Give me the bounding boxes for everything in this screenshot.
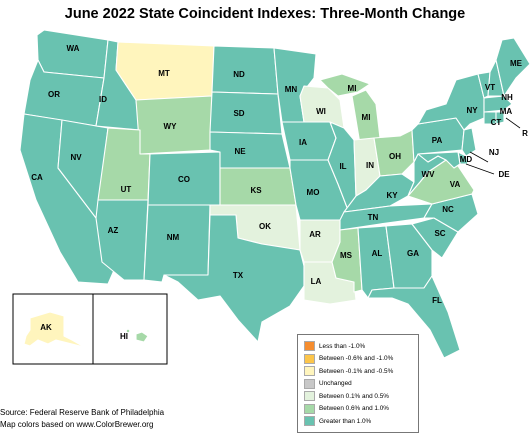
- legend-swatch: [304, 391, 315, 402]
- state-az: [95, 199, 149, 281]
- state-label-in: IN: [366, 161, 374, 170]
- state-label-de: DE: [498, 170, 510, 179]
- legend-swatch: [304, 341, 315, 352]
- state-label-nm: NM: [167, 233, 180, 242]
- state-ri: [495, 111, 505, 125]
- state-sd: [209, 91, 283, 135]
- state-nm: [143, 204, 211, 283]
- legend-item: Between -0.1% and -0.5%: [304, 365, 412, 378]
- state-label-nj: NJ: [489, 148, 499, 157]
- inset-alaska-hawaii: [12, 293, 168, 365]
- map-title: June 2022 State Coincident Indexes: Thre…: [64, 6, 466, 22]
- state-label-ms: MS: [340, 251, 353, 260]
- state-label-ct: CT: [491, 118, 502, 127]
- legend-label: Less than -1.0%: [319, 342, 366, 350]
- state-label-ma: MA: [500, 107, 513, 116]
- legend-label: Between 0.6% and 1.0%: [319, 405, 389, 413]
- state-label-sc: SC: [434, 229, 445, 238]
- state-label-oh: OH: [389, 152, 401, 161]
- state-label-mn: MN: [285, 85, 298, 94]
- colorbrewer-note: Map colors based on www.ColorBrewer.org: [0, 420, 154, 429]
- state-sc: [411, 217, 459, 259]
- state-label-nh: NH: [501, 93, 513, 102]
- state-label-ny: NY: [466, 106, 478, 115]
- state-label-or: OR: [48, 90, 60, 99]
- state-label-la: LA: [311, 277, 322, 286]
- state-mi-upper: [319, 73, 371, 97]
- state-label-ga: GA: [407, 249, 419, 258]
- legend-swatch: [304, 416, 315, 427]
- state-label-me: ME: [510, 59, 523, 68]
- state-label-wv: WV: [422, 170, 436, 179]
- state-label-mi-upper: MI: [348, 84, 357, 93]
- state-label-wy: WY: [164, 122, 178, 131]
- state-label-ia: IA: [299, 138, 307, 147]
- legend-label: Unchanged: [319, 380, 352, 388]
- source-note: Source: Federal Reserve Bank of Philadel…: [0, 408, 165, 417]
- legend-label: Between -0.6% and -1.0%: [319, 355, 394, 363]
- state-label-nv: NV: [70, 153, 82, 162]
- state-label-id: ID: [99, 95, 107, 104]
- state-label-mt: MT: [158, 69, 170, 78]
- state-label-ak: AK: [40, 323, 52, 332]
- state-hi: [135, 331, 149, 343]
- state-label-ut: UT: [121, 185, 132, 194]
- state-label-nd: ND: [233, 70, 245, 79]
- legend-item: Between -0.6% and -1.0%: [304, 353, 412, 366]
- legend-item: Greater than 1.0%: [304, 415, 412, 428]
- state-label-ca: CA: [31, 173, 43, 182]
- state-label-al: AL: [372, 249, 383, 258]
- state-label-ks: KS: [250, 186, 262, 195]
- state-nd: [211, 45, 279, 95]
- state-label-az: AZ: [108, 226, 119, 235]
- state-md: [417, 151, 461, 169]
- state-label-va: VA: [450, 180, 461, 189]
- legend-label: Greater than 1.0%: [319, 417, 372, 425]
- state-label-tn: TN: [368, 213, 379, 222]
- state-tx: [163, 214, 305, 343]
- legend-swatch: [304, 378, 315, 389]
- state-label-wa: WA: [67, 44, 80, 53]
- legend-item: Between 0.6% and 1.0%: [304, 403, 412, 416]
- state-label-mo: MO: [307, 188, 320, 197]
- state-fl: [367, 275, 461, 359]
- map-legend: Less than -1.0% Between -0.6% and -1.0% …: [297, 334, 419, 433]
- legend-item: Less than -1.0%: [304, 340, 412, 353]
- state-label-ok: OK: [259, 222, 271, 231]
- legend-swatch: [304, 366, 315, 377]
- legend-swatch: [304, 353, 315, 364]
- state-label-tx: TX: [233, 271, 244, 280]
- state-label-fl: FL: [432, 296, 442, 305]
- state-label-ri: R: [522, 129, 528, 138]
- state-wa: [36, 29, 109, 79]
- state-label-mi: MI: [362, 113, 371, 122]
- state-ak: [23, 311, 87, 349]
- state-ms: [331, 227, 363, 293]
- state-ia: [281, 121, 337, 161]
- state-label-md: MD: [460, 155, 473, 164]
- legend-swatch: [304, 403, 315, 414]
- state-ma: [483, 95, 513, 113]
- state-label-nc: NC: [442, 205, 454, 214]
- state-label-il: IL: [339, 162, 346, 171]
- state-label-co: CO: [178, 175, 190, 184]
- state-label-pa: PA: [432, 136, 443, 145]
- state-label-sd: SD: [233, 109, 244, 118]
- state-ne: [209, 131, 291, 169]
- state-label-wi: WI: [316, 107, 326, 116]
- connector-lines: [465, 117, 521, 175]
- state-label-vt: VT: [485, 83, 495, 92]
- state-label-hi: HI: [120, 332, 128, 341]
- legend-label: Between -0.1% and -0.5%: [319, 367, 394, 375]
- state-label-ar: AR: [309, 230, 321, 239]
- state-nj: [461, 127, 477, 157]
- state-label-ne: NE: [234, 147, 246, 156]
- state-label-ky: KY: [386, 191, 398, 200]
- legend-item: Unchanged: [304, 378, 412, 391]
- legend-label: Between 0.1% and 0.5%: [319, 392, 389, 400]
- state-hi-island: [125, 328, 131, 334]
- legend-item: Between 0.1% and 0.5%: [304, 390, 412, 403]
